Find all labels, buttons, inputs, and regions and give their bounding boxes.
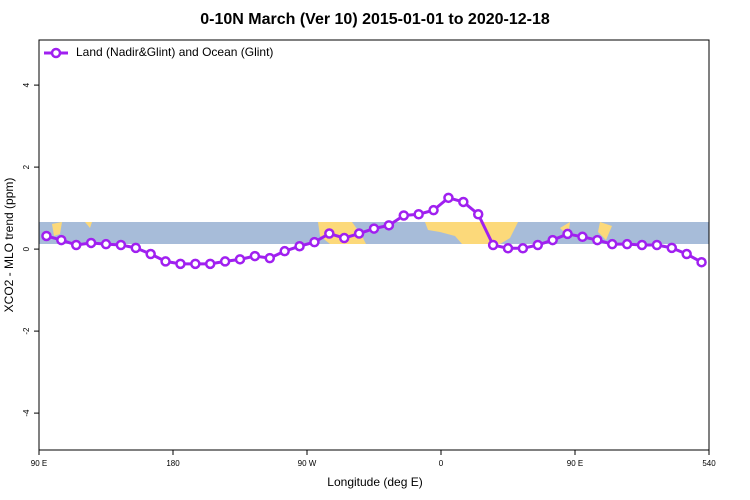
data-point bbox=[56, 234, 67, 246]
data-point bbox=[294, 240, 305, 252]
data-point bbox=[324, 228, 335, 239]
data-point bbox=[696, 256, 707, 268]
data-point bbox=[204, 258, 216, 270]
data-point bbox=[577, 231, 588, 243]
data-point bbox=[458, 196, 469, 208]
x-tick-label: 90 E bbox=[31, 459, 47, 468]
y-tick-label: -4 bbox=[22, 409, 31, 417]
data-point bbox=[115, 239, 127, 251]
data-point bbox=[175, 258, 186, 270]
land bbox=[52, 222, 62, 236]
data-point bbox=[190, 258, 201, 270]
data-point bbox=[353, 228, 365, 239]
land bbox=[425, 222, 518, 244]
data-point bbox=[398, 210, 410, 221]
data-point bbox=[636, 239, 648, 251]
data-point bbox=[41, 230, 52, 242]
data-point bbox=[681, 248, 692, 260]
data-point bbox=[309, 236, 320, 248]
data-point bbox=[562, 228, 573, 240]
x-tick-label: 540 bbox=[702, 459, 716, 468]
data-point bbox=[70, 239, 82, 251]
chart-title: 0-10N March (Ver 10) 2015-01-01 to 2020-… bbox=[200, 11, 550, 28]
x-tick-label: 0 bbox=[439, 459, 444, 468]
y-tick-label: 4 bbox=[22, 82, 31, 87]
land bbox=[598, 222, 612, 240]
data-point bbox=[547, 234, 558, 246]
data-point bbox=[383, 220, 395, 231]
data-point bbox=[413, 209, 424, 220]
data-point bbox=[368, 223, 380, 234]
data-point bbox=[428, 204, 439, 216]
data-point bbox=[621, 238, 633, 250]
y-tick-label: 0 bbox=[22, 246, 31, 251]
legend-marker bbox=[50, 47, 62, 59]
data-point bbox=[666, 242, 678, 254]
data-point bbox=[145, 248, 156, 260]
legend-label: Land (Nadir&Glint) and Ocean (Glint) bbox=[76, 45, 273, 59]
legend: Land (Nadir&Glint) and Ocean (Glint) bbox=[44, 45, 273, 59]
plot-frame bbox=[38, 39, 710, 451]
data-point bbox=[472, 209, 484, 220]
y-tick-label: -2 bbox=[22, 327, 31, 335]
y-axis-label: XCO2 - MLO trend (ppm) bbox=[2, 178, 16, 313]
data-point bbox=[100, 238, 112, 250]
data-point bbox=[338, 232, 350, 244]
data-point bbox=[651, 239, 663, 251]
data-point bbox=[517, 243, 529, 254]
x-tick-label: 90 W bbox=[298, 459, 317, 468]
data-point bbox=[219, 256, 231, 267]
data-point bbox=[279, 245, 290, 257]
data-point bbox=[130, 242, 142, 254]
data-point bbox=[234, 254, 246, 265]
data-point bbox=[606, 238, 618, 250]
data-point bbox=[249, 250, 261, 262]
y-tick-label: 2 bbox=[22, 164, 31, 169]
data-point bbox=[532, 239, 544, 251]
data-point bbox=[592, 234, 603, 246]
x-axis-label: Longitude (deg E) bbox=[327, 475, 422, 489]
data-point bbox=[443, 192, 454, 204]
data-point bbox=[160, 256, 171, 267]
data-point bbox=[264, 252, 276, 264]
data-point bbox=[487, 239, 499, 251]
x-tick-label: 90 E bbox=[567, 459, 583, 468]
data-point bbox=[85, 237, 97, 249]
data-point bbox=[502, 243, 514, 254]
land bbox=[85, 222, 92, 228]
x-tick-label: 180 bbox=[166, 459, 180, 468]
